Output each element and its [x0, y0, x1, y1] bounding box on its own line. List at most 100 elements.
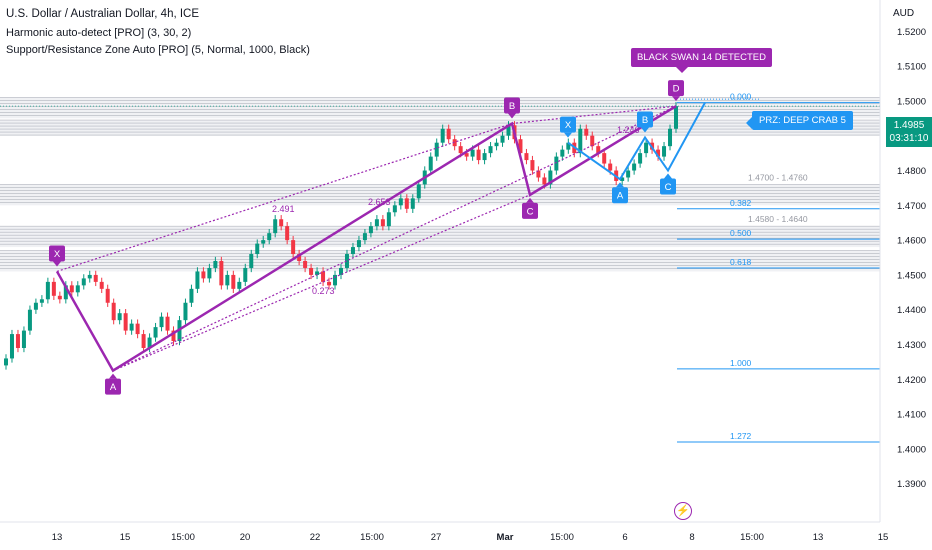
candle-down: [135, 323, 140, 335]
candle-down: [380, 219, 385, 227]
candle-up: [147, 337, 152, 348]
indicator-harmonic-label[interactable]: Harmonic auto-detect [PRO] (3, 30, 2): [6, 27, 192, 39]
crab-pattern-leg: [567, 102, 706, 181]
pattern-point-label: X: [54, 249, 61, 260]
pattern-point-b: B: [637, 111, 653, 133]
black-swan-callout: BLACK SWAN 14 DETECTED: [631, 48, 772, 73]
price-tick-label: 1.4600: [897, 236, 926, 247]
candle-up: [644, 142, 649, 154]
candle-down: [518, 139, 523, 154]
pattern-point-box: [560, 116, 576, 133]
candle-up: [638, 153, 643, 164]
pattern-point-box: [522, 202, 538, 219]
candle-up: [386, 212, 391, 227]
pattern-point-box: [660, 178, 676, 195]
candle-up: [75, 285, 80, 293]
pattern-point-label: B: [509, 101, 515, 112]
candle-up: [470, 149, 475, 157]
candle-up: [117, 313, 122, 321]
candle-up: [482, 153, 487, 161]
candle-down: [590, 135, 595, 147]
candle-up: [410, 198, 415, 209]
price-tick-label: 1.4400: [897, 305, 926, 316]
candle-up: [374, 219, 379, 227]
candle-up: [362, 233, 367, 241]
pattern-point-box: [637, 111, 653, 128]
price-tick-label: 1.5100: [897, 62, 926, 73]
candle-up: [398, 198, 403, 206]
candle-down: [291, 240, 296, 255]
pattern-point-x: X: [49, 245, 65, 267]
pattern-point-label: X: [565, 120, 572, 131]
candle-down: [123, 313, 128, 331]
pattern-point-pointer: [616, 182, 624, 188]
candle-down: [141, 334, 146, 348]
fib-level-label: 0.382: [730, 198, 752, 208]
pattern-point-label: A: [617, 191, 624, 202]
candle-up: [153, 327, 158, 338]
pattern-point-pointer: [53, 261, 61, 267]
lightning-icon[interactable]: ⚡: [674, 502, 692, 520]
pattern-point-pointer: [109, 373, 117, 379]
candle-down: [99, 281, 104, 289]
time-tick-label: 6: [622, 532, 627, 543]
candle-down: [219, 261, 224, 286]
price-tick-label: 1.4700: [897, 201, 926, 212]
candle-up: [255, 243, 260, 255]
symbol-title[interactable]: U.S. Dollar / Australian Dollar, 4h, ICE: [6, 8, 200, 20]
pattern-point-pointer: [526, 197, 534, 203]
pattern-point-box: [612, 187, 628, 204]
pattern-point-box: [668, 80, 684, 97]
ratio-label: 2.653: [368, 197, 391, 207]
ratio-label: 1.246: [617, 125, 640, 135]
candle-up: [620, 177, 625, 181]
candle-down: [111, 302, 116, 321]
candle-up: [494, 142, 499, 147]
current-price-badge: 1.4985 03:31:10: [886, 117, 932, 147]
pattern-point-a: A: [105, 373, 121, 395]
candle-up: [356, 240, 361, 248]
candle-up: [674, 106, 678, 129]
candle-up: [225, 274, 230, 286]
pattern-point-pointer: [641, 127, 649, 133]
candle-down: [105, 288, 110, 303]
sr-zone-label: 1.4580 - 1.4640: [748, 214, 808, 224]
indicator-sr-zone-label[interactable]: Support/Resistance Zone Auto [PRO] (5, N…: [6, 44, 310, 56]
candle-down: [458, 146, 463, 154]
candle-down: [93, 274, 98, 282]
candle-up: [560, 149, 565, 157]
pattern-point-label: C: [665, 182, 672, 193]
price-tick-label: 1.4100: [897, 410, 926, 421]
candle-up: [440, 128, 445, 143]
candle-up: [632, 163, 637, 171]
fib-level-label: 0.500: [730, 228, 752, 238]
price-tick-label: 1.3900: [897, 479, 926, 490]
candle-up: [392, 205, 397, 213]
pattern-point-d: D: [668, 80, 684, 102]
candle-up: [243, 267, 248, 282]
candle-up: [189, 288, 194, 303]
candle-up: [368, 226, 373, 234]
candle-up: [548, 170, 553, 185]
pattern-point-a: A: [612, 182, 628, 204]
price-tick-label: 1.5000: [897, 96, 926, 107]
candle-down: [297, 254, 302, 261]
candle-down: [530, 160, 535, 171]
pattern-point-pointer: [508, 113, 516, 119]
pattern-point-label: A: [110, 382, 117, 393]
candle-down: [309, 267, 314, 275]
bat-ratio-line: [511, 105, 677, 125]
sr-zone-label: 1.4700 - 1.4760: [748, 172, 808, 182]
candle-up: [488, 146, 493, 154]
pattern-point-x: X: [560, 116, 576, 138]
pattern-point-box: [504, 97, 520, 114]
candle-up: [267, 233, 272, 241]
ratio-label: 0.273: [312, 286, 335, 296]
price-tick-label: 1.4200: [897, 375, 926, 386]
time-tick-label: 22: [310, 532, 321, 543]
time-tick-label: 13: [52, 532, 63, 543]
time-tick-label: 15:00: [740, 532, 764, 543]
candle-up: [27, 309, 32, 331]
time-tick-label: 8: [689, 532, 694, 543]
